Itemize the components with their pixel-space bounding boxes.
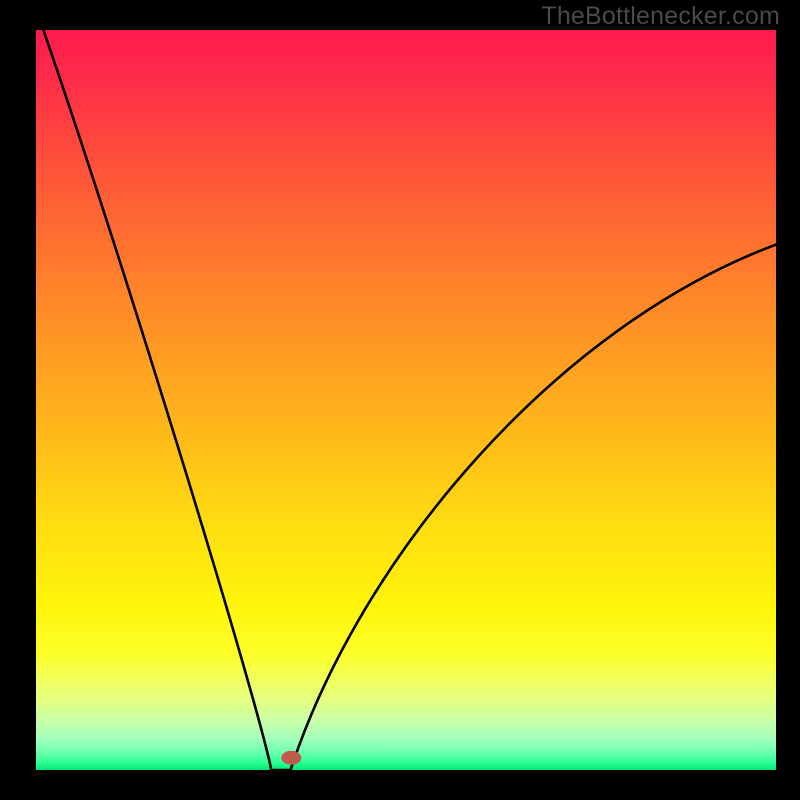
gradient-background xyxy=(36,30,776,770)
plot-area xyxy=(36,30,776,770)
watermark-text: TheBottlenecker.com xyxy=(541,2,780,31)
chart-svg xyxy=(36,30,776,770)
minimum-marker xyxy=(281,751,301,765)
chart-frame: TheBottlenecker.com xyxy=(0,0,800,800)
